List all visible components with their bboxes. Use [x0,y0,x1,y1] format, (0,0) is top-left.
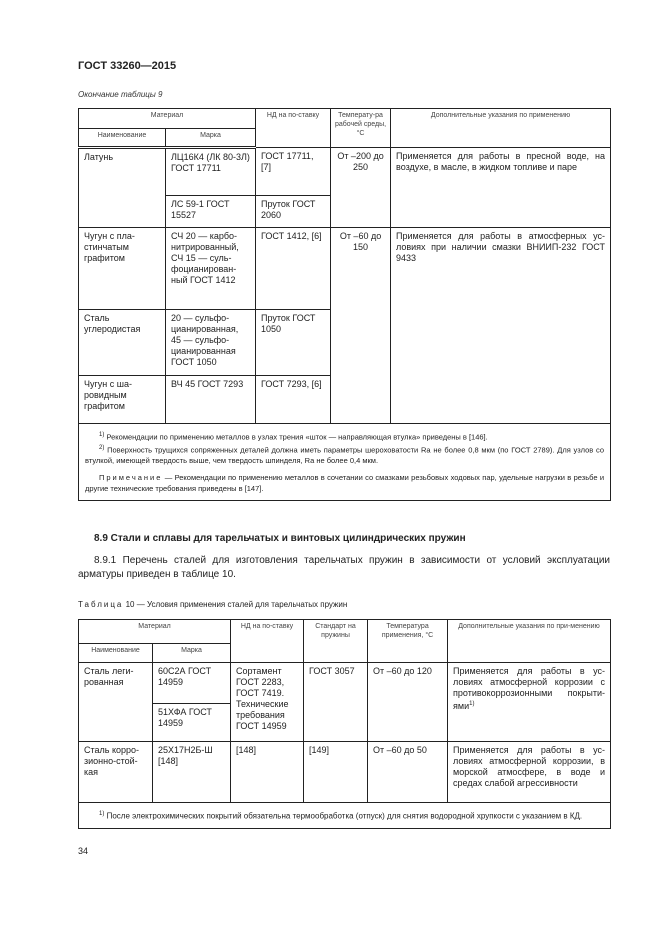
table-10: Материал НД на по-ставку Стандарт на пру… [77,619,612,829]
table-continuation-label: Окончание таблицы 9 [78,90,163,99]
header-name: Наименование [78,643,153,663]
table-row: ЛС 59-1 ГОСТ 15527 Пруток ГОСТ 2060 [79,195,611,228]
cell-grade: 60С2А ГОСТ 14959 [151,662,232,704]
footnote-ref: 1) [469,701,475,707]
notes-text: Применяется для работы в ус-ловиях атмос… [453,666,606,711]
cell-grade: ЛЦ16К4 (ЛК 80-3Л) ГОСТ 17711 [164,147,257,196]
table-caption: Таблица 10 — Условия применения сталей д… [78,600,347,609]
cell-grade: СЧ 20 — карбо-нитрированный, СЧ 15 — сул… [164,227,257,310]
cell-grade: ВЧ 45 ГОСТ 7293 [164,375,257,424]
cell-notes: Применяется для работы в атмосферных ус-… [390,227,612,424]
cell-nd: Пруток ГОСТ 1050 [255,309,332,376]
header-nd: НД на по-ставку [255,108,332,148]
footnote-1: 1) Рекомендации по применению металлов в… [85,430,604,443]
cell-temp: От –60 до 150 [330,227,392,424]
cell-name: Сталь корро-зионно-стой-кая [78,741,153,803]
cell-notes: Применяется для работы в ус-ловиях атмос… [447,662,612,742]
caption-text: 10 — Условия применения сталей для тарел… [123,600,348,609]
footnotes: 1) После электрохимических покрытий обяз… [77,802,612,829]
table-9: Материал НД на по-ставку Температу-ра ра… [77,108,612,501]
cell-nd: Пруток ГОСТ 2060 [255,195,332,228]
header-material: Материал [77,619,232,644]
table-row: Сталь леги-рованная 60С2А ГОСТ 14959 Сор… [78,662,612,742]
table-row: Латунь ЛЦ16К4 (ЛК 80-3Л) ГОСТ 17711 ГОСТ… [78,147,612,228]
cell-temp: От –60 до 50 [367,741,449,803]
cell-name: Чугун с ша-ровидным графитом [78,375,166,424]
footnotes-row: 1) После электрохимических покрытий обяз… [77,802,612,829]
table-row: Сталь корро-зионно-стой-кая 25Х17Н2Б-Ш [… [78,741,612,803]
header-grade: Марка [164,128,257,149]
header-standard: Стандарт на пружины [303,619,369,663]
footnote-2: 2) Поверхность трущихся сопряженных дета… [85,443,604,467]
header-grade: Марка [151,643,232,663]
note-label: Примечание [99,473,163,482]
cell-nd: ГОСТ 17711, [7] [255,147,332,196]
cell-nd: ГОСТ 1412, [6] [255,227,332,310]
cell-nd: Сортамент ГОСТ 2283, ГОСТ 7419. Техничес… [230,662,305,742]
table-row: Чугун с пла-стинчатым графитом СЧ 20 — к… [78,227,612,424]
document-title: ГОСТ 33260—2015 [78,60,177,72]
header-nd: НД на по-ставку [230,619,305,663]
table-row: Чугун с ша-ровидным графитом ВЧ 45 ГОСТ … [78,375,611,424]
header-notes: Дополнительные указания по при-менению [447,619,612,663]
cell-nd: ГОСТ 7293, [6] [255,375,332,424]
cell-notes: Применяется для работы в ус-ловиях атмос… [447,741,612,803]
table-note: Примечание — Рекомендации по применению … [85,472,604,494]
footnote-mark: 1) [99,432,105,438]
section-heading: 8.9 Стали и сплавы для тарельчатых и вин… [94,533,466,544]
note-text: — Рекомендации по применению металлов в … [85,473,605,493]
header-material: Материал [77,108,257,129]
caption-label: Таблица [78,600,124,609]
cell-name: Сталь углеродистая [78,309,166,376]
footnote-text: После электрохимических покрытий обязате… [106,811,583,821]
footnote-text: Поверхность трущихся сопряженных деталей… [85,445,605,465]
cell-grade: 25Х17Н2Б-Ш [148] [151,741,232,803]
cell-grade: ЛС 59-1 ГОСТ 15527 [164,195,257,228]
cell-standard: ГОСТ 3057 [303,662,369,742]
header-notes: Дополнительные указания по применению [390,108,612,148]
cell-name: Латунь [78,147,166,228]
header-temp: Температу-ра рабочей среды, °С [330,108,392,148]
cell-grade: 20 — сульфо-цианированная, 45 — сульфо-ц… [164,309,257,376]
footnote-mark: 2) [99,444,105,451]
cell-name: Сталь леги-рованная [78,662,153,742]
page-number: 34 [78,846,89,856]
header-name: Наименование [78,128,166,149]
section-paragraph: 8.9.1 Перечень сталей для изготовления т… [78,555,610,580]
cell-temp: От –60 до 120 [367,662,449,742]
footnotes-row: 1) Рекомендации по применению металлов в… [77,423,612,501]
footnotes: 1) Рекомендации по применению металлов в… [77,423,612,501]
table-row: Сталь углеродистая 20 — сульфо-цианирова… [78,309,611,376]
cell-nd: [148] [230,741,305,803]
cell-temp: От –200 до 250 [330,147,392,228]
cell-name: Чугун с пла-стинчатым графитом [78,227,166,310]
table-row: 51ХФА ГОСТ 14959 [79,703,611,742]
header-temp: Температура применения, °С [367,619,449,663]
cell-notes: Применяется для работы в пресной воде, н… [390,147,612,228]
footnote-text: Рекомендации по применению металлов в уз… [106,432,488,442]
footnote-mark: 1) [99,811,105,817]
cell-standard: [149] [303,741,369,803]
cell-grade: 51ХФА ГОСТ 14959 [151,703,232,742]
footnote-1: 1) После электрохимических покрытий обяз… [85,809,604,822]
